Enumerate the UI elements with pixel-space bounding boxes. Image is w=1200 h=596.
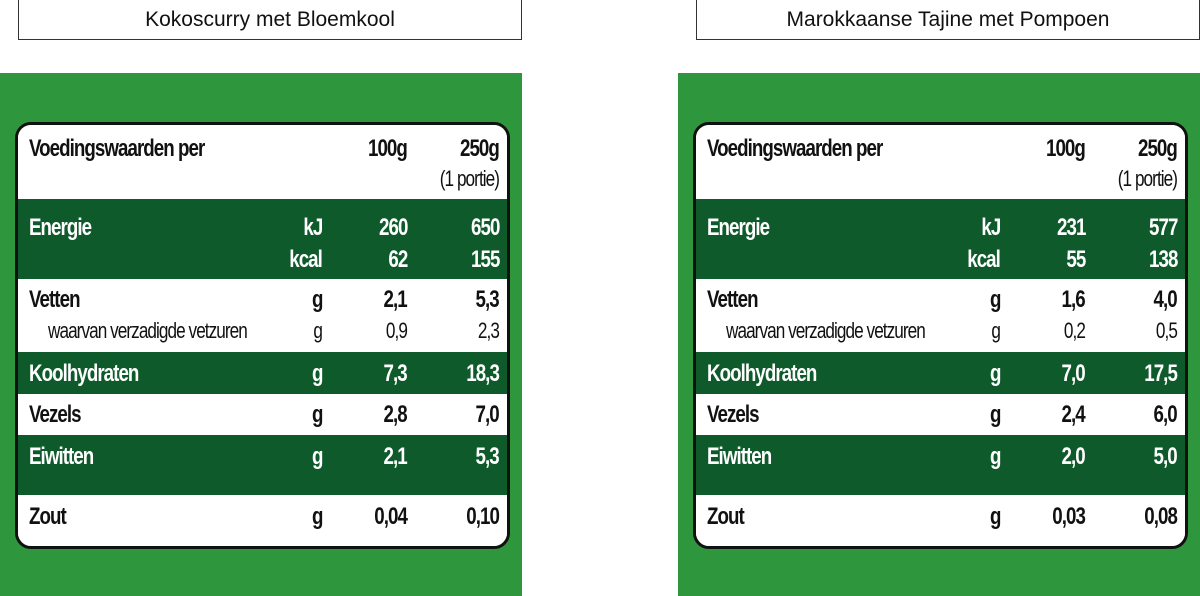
value-250g: 5,0 xyxy=(1153,443,1178,470)
unit: g xyxy=(989,286,1000,313)
nutrient-name: Zout xyxy=(29,503,67,530)
header-label: Voedingswaarden per xyxy=(707,135,883,162)
nutrient-row: Eiwitten g 2,0 5,0 xyxy=(696,435,1185,495)
nutrient-name: Eiwitten xyxy=(29,443,94,470)
sub-name: waarvan verzadigde vetzuren xyxy=(726,318,926,343)
unit: g xyxy=(989,443,1000,470)
unit: g xyxy=(311,360,322,387)
value-100g: 0,2 xyxy=(1063,318,1086,343)
value-250g: 2,3 xyxy=(477,318,500,343)
unit: g xyxy=(311,503,322,530)
nutrient-name: Vezels xyxy=(29,401,82,428)
value-100g: 2,4 xyxy=(1061,401,1086,428)
value-250g: 577 xyxy=(1148,214,1178,241)
value-100g: 260 xyxy=(378,214,408,241)
value-100g: 2,1 xyxy=(383,443,408,470)
nutrient-name: Vetten xyxy=(707,286,758,313)
unit: kcal xyxy=(289,246,323,273)
value-100g: 7,3 xyxy=(383,360,408,387)
unit: g xyxy=(311,286,322,313)
value-100g: 0,9 xyxy=(385,318,408,343)
header-label: Voedingswaarden per xyxy=(29,135,205,162)
header-portion: (1 portie) xyxy=(1117,166,1178,191)
nutrient-name: Vezels xyxy=(707,401,760,428)
value-100g: 7,0 xyxy=(1061,360,1086,387)
value-100g: 0,04 xyxy=(374,503,408,530)
nutrient-row: Vezels g 2,4 6,0 xyxy=(696,394,1185,435)
value-100g: 2,1 xyxy=(383,286,408,313)
nutrient-name: Eiwitten xyxy=(707,443,772,470)
unit: g xyxy=(991,318,1001,343)
nutrient-row: Zout g 0,03 0,08 xyxy=(696,495,1185,537)
unit: kJ xyxy=(981,214,1001,241)
nutrient-row: Vetten g 1,6 4,0 waarvan verzadigde vetzuren… xyxy=(696,279,1185,352)
nutrition-table: Voedingswaarden per 100g 250g (1 portie) Ene… xyxy=(693,122,1188,549)
nutrient-row: Vetten g 2,1 5,3 waarvan verzadigde vetzuren… xyxy=(18,279,507,352)
header-portion: (1 portie) xyxy=(439,166,500,191)
unit: g xyxy=(989,503,1000,530)
nutrient-name: Energie xyxy=(29,214,92,241)
unit: g xyxy=(989,401,1000,428)
value-100g: 2,0 xyxy=(1061,443,1086,470)
unit: g xyxy=(989,360,1000,387)
nutrient-name: Energie xyxy=(707,214,770,241)
panel-title: Marokkaanse Tajine met Pompoen xyxy=(696,0,1200,40)
value-250g: 0,5 xyxy=(1155,318,1178,343)
header-250g: 250g xyxy=(1138,135,1178,162)
nutrient-name: Vetten xyxy=(29,286,80,313)
header-row: Voedingswaarden per 100g 250g (1 portie) xyxy=(18,125,507,199)
nutrient-name: Koolhydraten xyxy=(29,360,139,387)
value-250g: 7,0 xyxy=(475,401,500,428)
panel: Kokoscurry met Bloemkool Voedingswaarden … xyxy=(0,0,522,596)
header-250g: 250g xyxy=(460,135,500,162)
value-250g: 6,0 xyxy=(1153,401,1178,428)
nutrition-table: Voedingswaarden per 100g 250g (1 portie) Ene… xyxy=(15,122,510,549)
value-100g: 231 xyxy=(1056,214,1086,241)
nutrient-row: Energie kJ 260 650 kcal 62 155 xyxy=(18,199,507,279)
panel: Marokkaanse Tajine met Pompoen Voedingswa… xyxy=(678,0,1200,596)
nutrient-name: Koolhydraten xyxy=(707,360,817,387)
sub-name: waarvan verzadigde vetzuren xyxy=(48,318,248,343)
nutrient-row: Energie kJ 231 577 kcal 55 138 xyxy=(696,199,1185,279)
unit: kcal xyxy=(967,246,1001,273)
value-250g: 4,0 xyxy=(1153,286,1178,313)
value-250g: 5,3 xyxy=(475,286,500,313)
unit: kJ xyxy=(303,214,323,241)
header-100g: 100g xyxy=(368,135,408,162)
value-100g: 62 xyxy=(388,246,408,273)
value-250g: 18,3 xyxy=(466,360,500,387)
value-250g: 650 xyxy=(470,214,500,241)
header-100g: 100g xyxy=(1046,135,1086,162)
value-100g: 1,6 xyxy=(1061,286,1086,313)
value-250g: 138 xyxy=(1148,246,1178,273)
value-100g: 0,03 xyxy=(1052,503,1086,530)
value-250g: 155 xyxy=(470,246,500,273)
value-250g: 5,3 xyxy=(475,443,500,470)
value-100g: 2,8 xyxy=(383,401,408,428)
unit: g xyxy=(313,318,323,343)
unit: g xyxy=(311,401,322,428)
value-100g: 55 xyxy=(1066,246,1086,273)
value-250g: 0,10 xyxy=(466,503,500,530)
nutrient-row: Zout g 0,04 0,10 xyxy=(18,495,507,537)
unit: g xyxy=(311,443,322,470)
nutrient-name: Zout xyxy=(707,503,745,530)
panel-title: Kokoscurry met Bloemkool xyxy=(18,0,522,40)
header-row: Voedingswaarden per 100g 250g (1 portie) xyxy=(696,125,1185,199)
nutrient-row: Vezels g 2,8 7,0 xyxy=(18,394,507,435)
nutrient-row: Eiwitten g 2,1 5,3 xyxy=(18,435,507,495)
value-250g: 0,08 xyxy=(1144,503,1178,530)
value-250g: 17,5 xyxy=(1144,360,1178,387)
